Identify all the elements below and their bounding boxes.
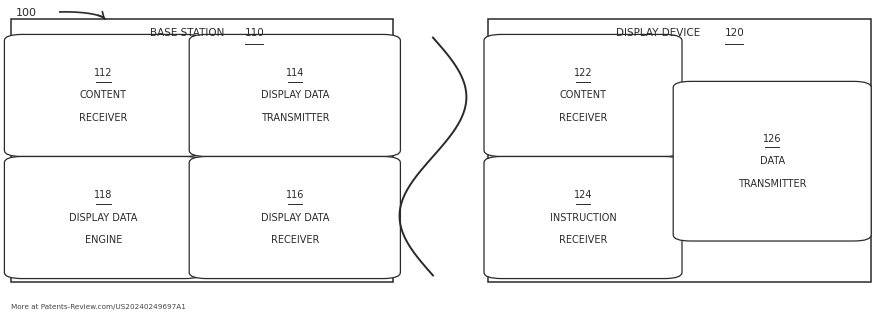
Text: CONTENT: CONTENT <box>80 90 127 100</box>
Text: ENGINE: ENGINE <box>84 235 122 245</box>
Text: 126: 126 <box>763 134 781 144</box>
Text: 110: 110 <box>246 28 265 38</box>
Text: 112: 112 <box>94 68 113 78</box>
FancyBboxPatch shape <box>4 34 202 156</box>
Text: 116: 116 <box>286 190 304 200</box>
FancyBboxPatch shape <box>673 81 871 241</box>
Text: DISPLAY DEVICE: DISPLAY DEVICE <box>616 28 704 38</box>
FancyBboxPatch shape <box>484 156 682 279</box>
FancyBboxPatch shape <box>4 156 202 279</box>
Text: 122: 122 <box>574 68 592 78</box>
Text: TRANSMITTER: TRANSMITTER <box>260 113 329 123</box>
Text: More at Patents-Review.com/US20240249697A1: More at Patents-Review.com/US20240249697… <box>11 304 186 310</box>
Text: 118: 118 <box>94 190 113 200</box>
FancyBboxPatch shape <box>488 19 871 282</box>
Text: 120: 120 <box>725 28 744 38</box>
Text: DISPLAY DATA: DISPLAY DATA <box>260 213 329 223</box>
Text: CONTENT: CONTENT <box>560 90 606 100</box>
Text: RECEIVER: RECEIVER <box>271 235 319 245</box>
Text: TRANSMITTER: TRANSMITTER <box>738 179 806 189</box>
Text: DISPLAY DATA: DISPLAY DATA <box>70 213 137 223</box>
Text: INSTRUCTION: INSTRUCTION <box>550 213 616 223</box>
FancyBboxPatch shape <box>189 156 400 279</box>
Text: BASE STATION: BASE STATION <box>150 28 228 38</box>
Text: RECEIVER: RECEIVER <box>559 113 607 123</box>
Text: RECEIVER: RECEIVER <box>559 235 607 245</box>
Text: 100: 100 <box>16 8 37 18</box>
FancyBboxPatch shape <box>189 34 400 156</box>
FancyBboxPatch shape <box>484 34 682 156</box>
FancyBboxPatch shape <box>11 19 393 282</box>
Text: DISPLAY DATA: DISPLAY DATA <box>260 90 329 100</box>
Text: 114: 114 <box>286 68 304 78</box>
Text: 124: 124 <box>574 190 592 200</box>
Text: DATA: DATA <box>759 156 785 166</box>
Text: RECEIVER: RECEIVER <box>79 113 128 123</box>
